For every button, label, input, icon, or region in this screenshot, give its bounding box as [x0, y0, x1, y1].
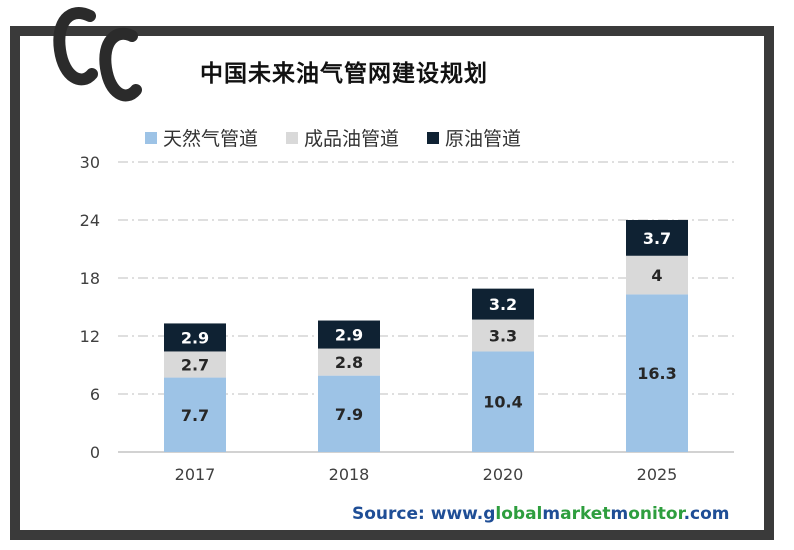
y-tick-label: 24: [80, 211, 100, 230]
bar-segment: [164, 351, 226, 378]
legend-swatch-crude-oil: [427, 131, 440, 144]
data-label: 3.2: [489, 295, 517, 314]
bar-segment: [472, 351, 534, 452]
chart-legend: 天然气管道 成品油管道 原油管道: [145, 124, 521, 151]
bar-segment: [472, 319, 534, 352]
bar-segment: [472, 288, 534, 320]
data-label: 2.8: [335, 353, 363, 372]
data-label: 2.7: [181, 356, 209, 375]
source-credit: Source: www.globalmarketmonitor.com: [352, 504, 730, 524]
source-domain-part: arket: [560, 504, 611, 524]
data-label: 10.4: [483, 393, 522, 412]
data-label: 3.3: [489, 327, 517, 346]
source-prefix: Source: www.: [352, 504, 484, 524]
bar-segment: [318, 320, 380, 349]
legend-swatch-product-oil: [286, 131, 299, 144]
source-domain-part: .com: [683, 504, 730, 524]
bar-segment: [626, 294, 688, 452]
data-label: 16.3: [637, 364, 676, 383]
y-tick-label: 30: [80, 153, 100, 172]
data-label: 2.9: [335, 326, 363, 345]
y-tick-label: 6: [90, 385, 100, 404]
chart-title: 中国未来油气管网建设规划: [200, 61, 488, 87]
data-label: 7.7: [181, 406, 209, 425]
bar-segment: [318, 375, 380, 452]
y-tick-label: 0: [90, 443, 100, 462]
legend-label-product-oil: 成品油管道: [304, 128, 400, 150]
x-tick-label: 2017: [175, 465, 216, 484]
y-tick-label: 18: [80, 269, 100, 288]
source-domain-part: m: [542, 504, 561, 524]
legend-swatch-natural-gas: [145, 131, 157, 144]
brand-logo-icon: [53, 7, 142, 102]
legend-label-natural-gas: 天然气管道: [163, 128, 259, 150]
data-label: 3.7: [643, 229, 671, 248]
legend-item-natural-gas: 天然气管道: [145, 124, 258, 151]
x-tick-label: 2018: [329, 465, 370, 484]
data-label: 4: [651, 266, 662, 285]
legend-item-crude-oil: 原油管道: [427, 124, 521, 151]
source-domain: globalmarketmonitor.com: [483, 504, 729, 524]
source-domain-part: onitor: [628, 504, 684, 524]
bar-segment: [164, 377, 226, 452]
source-domain-part: m: [610, 504, 629, 524]
data-label: 7.9: [335, 405, 363, 424]
data-label: 2.9: [181, 328, 209, 347]
legend-item-product-oil: 成品油管道: [286, 124, 399, 151]
x-tick-label: 2020: [483, 465, 524, 484]
bar-segment: [626, 220, 688, 256]
x-tick-label: 2025: [637, 465, 678, 484]
legend-label-crude-oil: 原油管道: [445, 128, 522, 150]
bar-segment: [626, 255, 688, 295]
bar-segment: [318, 348, 380, 376]
y-tick-label: 12: [80, 327, 100, 346]
bar-segment: [164, 323, 226, 352]
source-domain-part: g: [483, 504, 496, 524]
source-domain-part: lobal: [495, 504, 543, 524]
